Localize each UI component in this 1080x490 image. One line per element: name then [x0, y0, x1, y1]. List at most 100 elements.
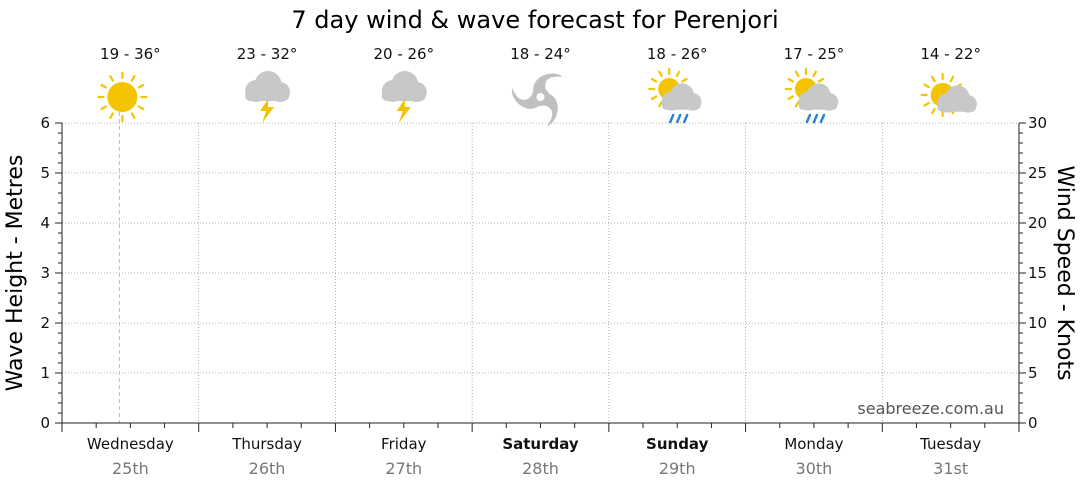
- rain-drop: [683, 113, 689, 124]
- right-tick-label: 10: [1028, 314, 1047, 332]
- sun-ray: [130, 112, 136, 119]
- sun-ray: [931, 107, 936, 115]
- sun-ray: [650, 95, 658, 101]
- day-name: Wednesday: [87, 435, 174, 453]
- grid-lines: [62, 122, 1019, 423]
- bolt-shape: [396, 99, 411, 123]
- sun-ray: [923, 83, 930, 89]
- sun-ray: [787, 77, 795, 83]
- cloud-shape: [937, 85, 977, 113]
- cloud-base: [661, 101, 701, 110]
- cyclone-arm: [511, 87, 541, 109]
- left-tick-labels: 0 1 2 3 4 5 6: [40, 114, 50, 432]
- cyclone-shape: [511, 73, 563, 127]
- sun-ray: [137, 105, 145, 111]
- partly-cloudy-icon: [920, 72, 977, 118]
- sun-ray: [109, 112, 114, 119]
- day-name: Friday: [381, 435, 427, 453]
- sun-ray: [100, 105, 108, 111]
- left-tick-label: 0: [40, 414, 50, 432]
- axis-ticks: [55, 122, 1026, 432]
- sun-cloud-rain-icon: [784, 67, 839, 124]
- cloud-shape: [798, 83, 839, 111]
- left-tick-label: 3: [40, 264, 50, 282]
- day-name: Tuesday: [919, 435, 981, 453]
- sun-ray: [949, 75, 955, 83]
- day-column-sunday: 18 - 26° Sunday 29th: [646, 45, 709, 478]
- sun-ray: [817, 77, 825, 83]
- cloud-shape: [245, 71, 291, 102]
- sun-ray: [109, 75, 114, 82]
- right-axis-title: Wind Speed - Knots: [1052, 165, 1077, 380]
- sun-ray: [681, 77, 688, 83]
- day-name: Saturday: [502, 435, 579, 453]
- sun-ray: [794, 100, 800, 108]
- right-tick-label: 20: [1028, 214, 1047, 232]
- sun-ray: [675, 70, 681, 78]
- cloud-shape: [661, 83, 702, 111]
- temp-range: 20 - 26°: [373, 45, 434, 63]
- rain-drop: [669, 113, 675, 124]
- left-axis-title: Wave Height - Metres: [3, 155, 28, 392]
- day-name: Sunday: [646, 435, 709, 453]
- sun-ray: [931, 75, 936, 83]
- sun-ray: [658, 100, 663, 108]
- cloud-shape: [381, 71, 427, 102]
- day-column-wednesday: 19 - 36° Wednesday 25th: [87, 45, 174, 478]
- cloud-base: [798, 101, 838, 110]
- day-column-monday: 17 - 25° Monday 30th: [784, 45, 845, 478]
- day-date: 26th: [249, 459, 286, 478]
- left-tick-label: 4: [40, 214, 50, 232]
- sun-ray: [137, 83, 145, 89]
- left-tick-label: 5: [40, 164, 50, 182]
- day-column-saturday: 18 - 24° Saturday 28th: [502, 45, 579, 478]
- left-tick-label: 2: [40, 314, 50, 332]
- cyclone-eye: [536, 93, 545, 101]
- sun-cloud-rain-icon: [648, 67, 702, 124]
- day-column-friday: 20 - 26° Friday 27th: [373, 45, 434, 478]
- rain-drop: [812, 113, 819, 124]
- left-tick-label: 1: [40, 364, 50, 382]
- sun-ray: [812, 70, 818, 78]
- sun-ray: [100, 83, 108, 89]
- storm-icon: [381, 71, 427, 123]
- day-column-thursday: 23 - 32° Thursday 26th: [231, 45, 302, 478]
- sunny-icon: [97, 71, 148, 123]
- day-name: Monday: [784, 435, 843, 453]
- day-date: 29th: [659, 459, 696, 478]
- right-tick-labels: 0 5 10 15 20 25 30: [1028, 114, 1047, 432]
- temp-range: 18 - 24°: [510, 45, 571, 63]
- right-tick-label: 15: [1028, 264, 1047, 282]
- day-date: 31st: [933, 459, 968, 478]
- sun-ray: [923, 101, 930, 107]
- temp-range: 19 - 36°: [100, 45, 161, 63]
- temp-range: 17 - 25°: [784, 45, 845, 63]
- day-name: Thursday: [231, 435, 302, 453]
- rain-drop: [805, 113, 812, 124]
- cloud-base: [245, 91, 290, 101]
- day-columns: 19 - 36° Wednesday 25th 23 - 32° Thursday 26t…: [87, 45, 981, 478]
- sun-disc: [107, 82, 138, 112]
- rain-drop: [676, 113, 682, 124]
- sun-ray: [650, 77, 658, 83]
- bolt-shape: [260, 99, 275, 123]
- rain-drop: [819, 113, 826, 124]
- day-date: 28th: [522, 459, 559, 478]
- day-date: 25th: [112, 459, 149, 478]
- left-tick-label: 6: [40, 114, 50, 132]
- temp-range: 18 - 26°: [647, 45, 708, 63]
- sun-ray: [130, 75, 136, 82]
- temp-range: 23 - 32°: [237, 45, 298, 63]
- cloud-base: [381, 91, 426, 101]
- credit-text: seabreeze.com.au: [857, 399, 1004, 418]
- day-column-tuesday: 14 - 22° Tuesday 31st: [919, 45, 981, 478]
- sun-shape: [97, 71, 148, 123]
- sun-ray: [794, 70, 800, 78]
- sun-ray: [658, 70, 663, 78]
- right-tick-label: 0: [1028, 414, 1038, 432]
- right-tick-label: 5: [1028, 364, 1038, 382]
- cloud-base: [937, 103, 977, 112]
- storm-icon: [245, 71, 291, 123]
- day-date: 27th: [385, 459, 422, 478]
